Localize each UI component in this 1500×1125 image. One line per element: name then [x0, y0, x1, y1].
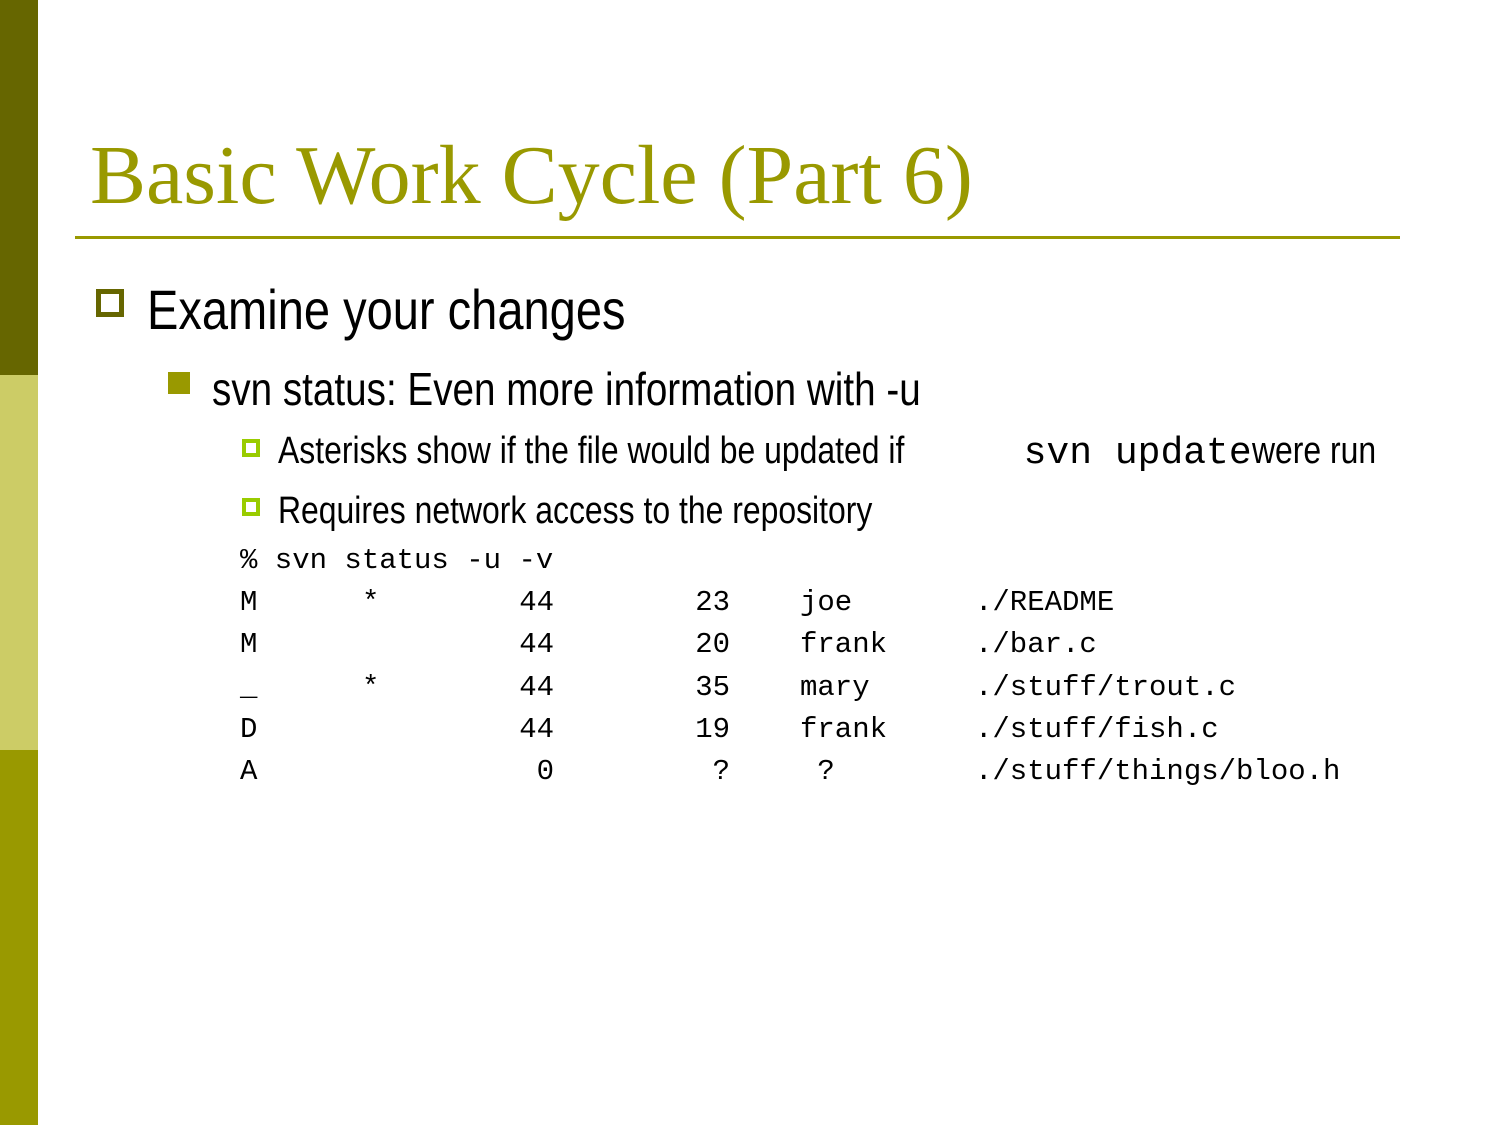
bullet-level3-network: Requires network access to the repositor…: [278, 490, 986, 532]
command-line: % svn status -u -v: [240, 544, 554, 577]
hollow-square-bullet-icon: [96, 289, 124, 317]
author: joe: [800, 586, 853, 619]
inline-code-svn-update: svn update: [1023, 432, 1252, 475]
status-flag: M: [240, 628, 258, 662]
out-of-date-flag: *: [362, 586, 380, 619]
file-path: ./bar.c: [975, 628, 1097, 662]
file-path: ./stuff/trout.c: [975, 670, 1237, 704]
side-band-top: [0, 0, 38, 375]
working-revision: 44: [519, 628, 554, 662]
status-flag: _: [240, 670, 258, 704]
last-changed-revision: ?: [712, 755, 730, 789]
small-hollow-square-bullet-icon: [242, 498, 260, 516]
bullet-level3-asterisks: Asterisks show if the file would be upda…: [278, 430, 1400, 475]
bullet-level2-text: svn status: Even more information with -…: [212, 363, 921, 415]
file-path: ./stuff/fish.c: [975, 712, 1219, 746]
last-changed-revision: 35: [695, 670, 730, 704]
bullet-level1-text: Examine your changes: [147, 278, 626, 341]
working-revision: 44: [519, 670, 554, 704]
last-changed-revision: 19: [695, 712, 730, 746]
bullet-level3-network-text: Requires network access to the repositor…: [278, 490, 873, 532]
status-flag: M: [240, 586, 258, 619]
file-path: ./README: [975, 586, 1115, 619]
status-flag: A: [240, 755, 258, 789]
status-flag: D: [240, 712, 258, 746]
out-of-date-flag: *: [362, 670, 380, 704]
side-band-middle: [0, 375, 38, 750]
file-path: ./stuff/things/bloo.h: [975, 755, 1341, 789]
working-revision: 0: [536, 755, 554, 789]
bullet-text-after: were run: [1251, 430, 1376, 472]
last-changed-revision: 23: [695, 586, 730, 619]
working-revision: 44: [519, 586, 554, 619]
bullet-level2: svn status: Even more information with -…: [212, 364, 1056, 414]
author: mary: [800, 670, 870, 704]
author: frank: [800, 712, 888, 746]
author: frank: [800, 628, 888, 662]
filled-square-bullet-icon: [168, 372, 190, 394]
last-changed-revision: 20: [695, 628, 730, 662]
bullet-text-before: Asterisks show if the file would be upda…: [278, 430, 905, 472]
slide-title: Basic Work Cycle (Part 6): [90, 129, 973, 222]
working-revision: 44: [519, 712, 554, 746]
title-underline: [75, 236, 1400, 239]
author: ?: [800, 755, 835, 789]
bullet-level1: Examine your changes: [147, 280, 717, 340]
small-hollow-square-bullet-icon: [242, 439, 260, 457]
side-band-bottom: [0, 750, 38, 1125]
